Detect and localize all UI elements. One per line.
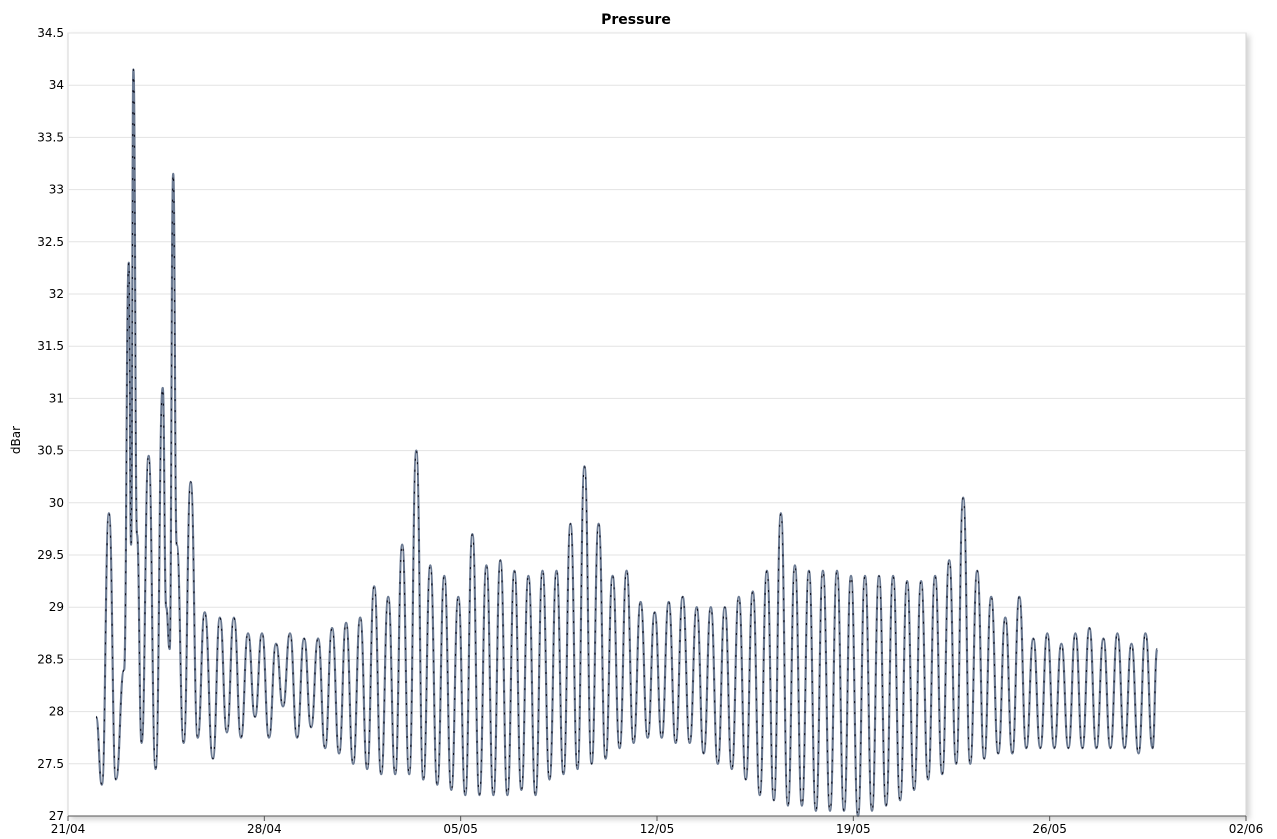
- y-tick-label: 28: [49, 705, 64, 719]
- y-tick-label: 32.5: [37, 235, 64, 249]
- chart-title: Pressure: [601, 12, 671, 28]
- x-tick-label: 26/05: [1032, 822, 1067, 836]
- y-tick-label: 27.5: [37, 757, 64, 771]
- x-tick-label: 21/04: [51, 822, 86, 836]
- y-tick-label: 29: [49, 600, 64, 614]
- y-tick-label: 28.5: [37, 652, 64, 666]
- y-tick-label: 32: [49, 287, 64, 301]
- y-tick-label: 27: [49, 809, 64, 823]
- series-group: [94, 68, 1159, 818]
- x-tick-label: 05/05: [443, 822, 478, 836]
- y-tick-label: 31.5: [37, 339, 64, 353]
- y-tick-label: 31: [49, 391, 64, 405]
- y-axis-label: dBar: [9, 426, 23, 454]
- y-tick-label: 33: [49, 183, 64, 197]
- y-tick-label: 34: [49, 78, 64, 92]
- x-tick-label: 28/04: [247, 822, 282, 836]
- y-tick-label: 30: [49, 496, 64, 510]
- y-tick-label: 34.5: [37, 26, 64, 40]
- series-line: [94, 68, 1159, 818]
- y-axis-ticks: 27 27.5 28 28.5 29 29.5 30 30.5 31 31.5 32 32.5 33 33…: [37, 26, 64, 823]
- x-tick-label: 12/05: [640, 822, 675, 836]
- y-tick-label: 30.5: [37, 444, 64, 458]
- y-tick-label: 33.5: [37, 130, 64, 144]
- y-tick-label: 29.5: [37, 548, 64, 562]
- grid-lines: [68, 32, 1246, 765]
- x-tick-label: 19/05: [836, 822, 871, 836]
- x-tick-label: 02/06: [1229, 822, 1264, 836]
- x-axis-ticks: 21/04 28/04 05/05 12/05 19/05 26/05 02/06: [51, 816, 1264, 836]
